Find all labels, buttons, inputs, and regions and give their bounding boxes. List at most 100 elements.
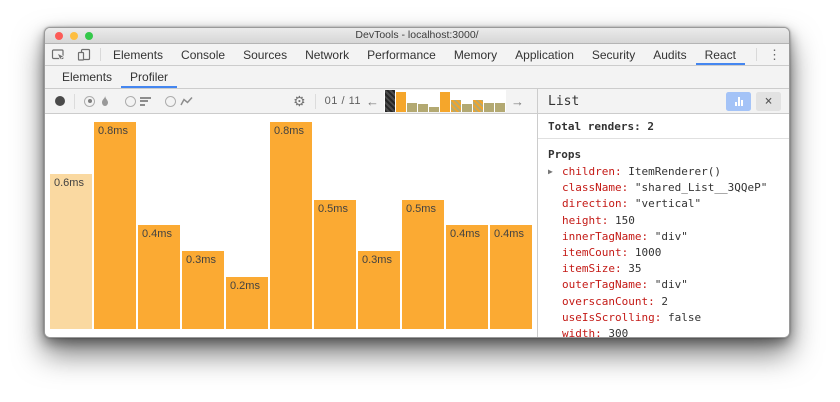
more-menu-button[interactable]: ⋮ bbox=[760, 44, 789, 65]
next-snapshot-button[interactable]: → bbox=[511, 93, 524, 109]
flamegraph-bar-1[interactable]: 0.6ms bbox=[50, 174, 92, 329]
bar-duration-label: 0.4ms bbox=[142, 228, 172, 240]
react-subtabbar-tabs: Elements Profiler bbox=[53, 66, 177, 88]
prop-key: itemSize: bbox=[562, 262, 629, 276]
tab-react[interactable]: React bbox=[696, 44, 745, 65]
bar-duration-label: 0.5ms bbox=[406, 203, 436, 215]
prop-key: innerTagName: bbox=[562, 229, 655, 243]
interactions-view-radio[interactable] bbox=[165, 95, 193, 107]
kebab-menu-icon: ⋮ bbox=[768, 46, 781, 62]
prop-row-height: height: 150 bbox=[548, 213, 779, 229]
radio-selected-icon bbox=[84, 95, 95, 107]
prop-key: outerTagName: bbox=[562, 278, 655, 292]
subtab-elements[interactable]: Elements bbox=[62, 70, 113, 84]
snapshot-bar-2[interactable] bbox=[396, 91, 406, 112]
prop-key: overscanCount: bbox=[562, 294, 662, 308]
minimize-traffic-light[interactable] bbox=[70, 32, 78, 40]
flamegraph-view-radio[interactable] bbox=[84, 95, 111, 107]
snapshot-bar-11[interactable] bbox=[495, 102, 505, 112]
prop-value: 2 bbox=[661, 294, 668, 308]
prop-value: 300 bbox=[608, 327, 629, 337]
snapshot-bar-8[interactable] bbox=[462, 104, 472, 112]
flamegraph-bar-8[interactable]: 0.3ms bbox=[358, 251, 400, 329]
prop-value: 35 bbox=[628, 262, 642, 276]
snapshot-bar-4[interactable] bbox=[418, 104, 428, 112]
bar-duration-label: 0.8ms bbox=[274, 125, 304, 137]
selected-component-name: List bbox=[548, 93, 580, 109]
prop-value: 1000 bbox=[634, 246, 662, 260]
tab-network[interactable]: Network bbox=[305, 47, 350, 62]
prop-value: "vertical" bbox=[634, 197, 702, 211]
prop-value: false bbox=[667, 310, 702, 324]
flamegraph-bar-11[interactable]: 0.4ms bbox=[490, 225, 532, 329]
tab-security[interactable]: Security bbox=[591, 47, 636, 62]
ranked-view-radio[interactable] bbox=[125, 95, 151, 107]
flamegraph-bar-5[interactable]: 0.2ms bbox=[226, 277, 268, 329]
tab-performance[interactable]: Performance bbox=[367, 47, 436, 62]
total-renders: Total renders: 2 bbox=[538, 114, 789, 139]
flamegraph-bar-10[interactable]: 0.4ms bbox=[446, 225, 488, 329]
profiler-toolbar: ⚙ 01 / 11 ← → bbox=[45, 89, 538, 113]
snapshot-bar-3[interactable] bbox=[407, 103, 417, 112]
flamegraph-bar-6[interactable]: 0.8ms bbox=[270, 122, 312, 329]
prop-key: width: bbox=[562, 327, 609, 337]
snapshot-bar-10[interactable] bbox=[484, 102, 494, 112]
window-title: DevTools - localhost:3000/ bbox=[355, 29, 479, 41]
zoom-traffic-light[interactable] bbox=[85, 32, 93, 40]
bar-duration-label: 0.3ms bbox=[186, 254, 216, 266]
prop-row-width: width: 300 bbox=[548, 326, 779, 337]
tabbar-separator bbox=[100, 48, 101, 61]
tab-memory[interactable]: Memory bbox=[453, 47, 498, 62]
tab-elements[interactable]: Elements bbox=[113, 47, 164, 62]
record-button[interactable] bbox=[55, 96, 65, 106]
flamegraph-bar-9[interactable]: 0.5ms bbox=[402, 200, 444, 329]
close-panel-button[interactable]: × bbox=[756, 91, 781, 111]
prev-snapshot-button[interactable]: ← bbox=[366, 93, 379, 109]
prop-row-innertagname: innerTagName: "div" bbox=[548, 229, 779, 245]
subtab-profiler[interactable]: Profiler bbox=[121, 66, 177, 88]
snapshot-bar-9[interactable] bbox=[473, 99, 483, 112]
expand-arrow-icon[interactable]: ▶ bbox=[548, 167, 553, 176]
snapshot-bar-1[interactable] bbox=[385, 90, 395, 112]
flamegraph-bar-4[interactable]: 0.3ms bbox=[182, 251, 224, 329]
snapshot-bar-7[interactable] bbox=[451, 99, 461, 112]
bar-duration-label: 0.4ms bbox=[450, 228, 480, 240]
menu-separator bbox=[756, 48, 757, 61]
prop-key: children: bbox=[562, 165, 629, 178]
bar-duration-label: 0.6ms bbox=[54, 177, 84, 189]
prop-key: itemCount: bbox=[562, 246, 635, 260]
snapshot-selector-minichart[interactable] bbox=[384, 90, 506, 112]
prop-row-classname: className: "shared_List__3QQeP" bbox=[548, 180, 779, 196]
close-traffic-light[interactable] bbox=[55, 32, 63, 40]
settings-gear-icon[interactable]: ⚙ bbox=[293, 93, 306, 109]
bar-duration-label: 0.4ms bbox=[494, 228, 524, 240]
radio-icon bbox=[165, 95, 176, 107]
prop-key: height: bbox=[562, 213, 615, 227]
tab-application[interactable]: Application bbox=[515, 47, 574, 62]
main-tabbar: Elements Console Sources Network Performance… bbox=[45, 44, 789, 66]
prop-key: direction: bbox=[562, 197, 635, 211]
inspect-button[interactable] bbox=[45, 44, 71, 65]
device-toolbar-button[interactable] bbox=[71, 44, 97, 65]
snapshot-bar-5[interactable] bbox=[429, 107, 439, 112]
prop-row-useisscrolling: useIsScrolling: false bbox=[548, 310, 779, 326]
prop-key: useIsScrolling: bbox=[562, 310, 668, 324]
main-tabbar-tabs: Elements Console Sources Network Performance… bbox=[104, 44, 745, 65]
devtools-window: DevTools - localhost:3000/ bbox=[44, 27, 790, 338]
tab-audits[interactable]: Audits bbox=[653, 47, 687, 62]
prop-value: "div" bbox=[654, 229, 688, 243]
prop-row-itemcount: itemCount: 1000 bbox=[548, 245, 779, 261]
prop-value: 150 bbox=[614, 213, 635, 227]
prop-row-outertagname: outerTagName: "div" bbox=[548, 277, 779, 293]
flamegraph-bar-7[interactable]: 0.5ms bbox=[314, 200, 356, 329]
selected-component-header: List × bbox=[538, 89, 789, 113]
prop-row-direction: direction: "vertical" bbox=[548, 196, 779, 212]
tab-sources[interactable]: Sources bbox=[243, 47, 288, 62]
toolbar-separator bbox=[314, 93, 316, 109]
flamegraph-bar-2[interactable]: 0.8ms bbox=[94, 122, 136, 329]
window-titlebar[interactable]: DevTools - localhost:3000/ bbox=[45, 28, 789, 44]
flamegraph-bar-3[interactable]: 0.4ms bbox=[138, 225, 180, 329]
view-chart-button[interactable] bbox=[726, 91, 751, 111]
snapshot-bar-6[interactable] bbox=[440, 91, 450, 112]
tab-console[interactable]: Console bbox=[181, 47, 226, 62]
